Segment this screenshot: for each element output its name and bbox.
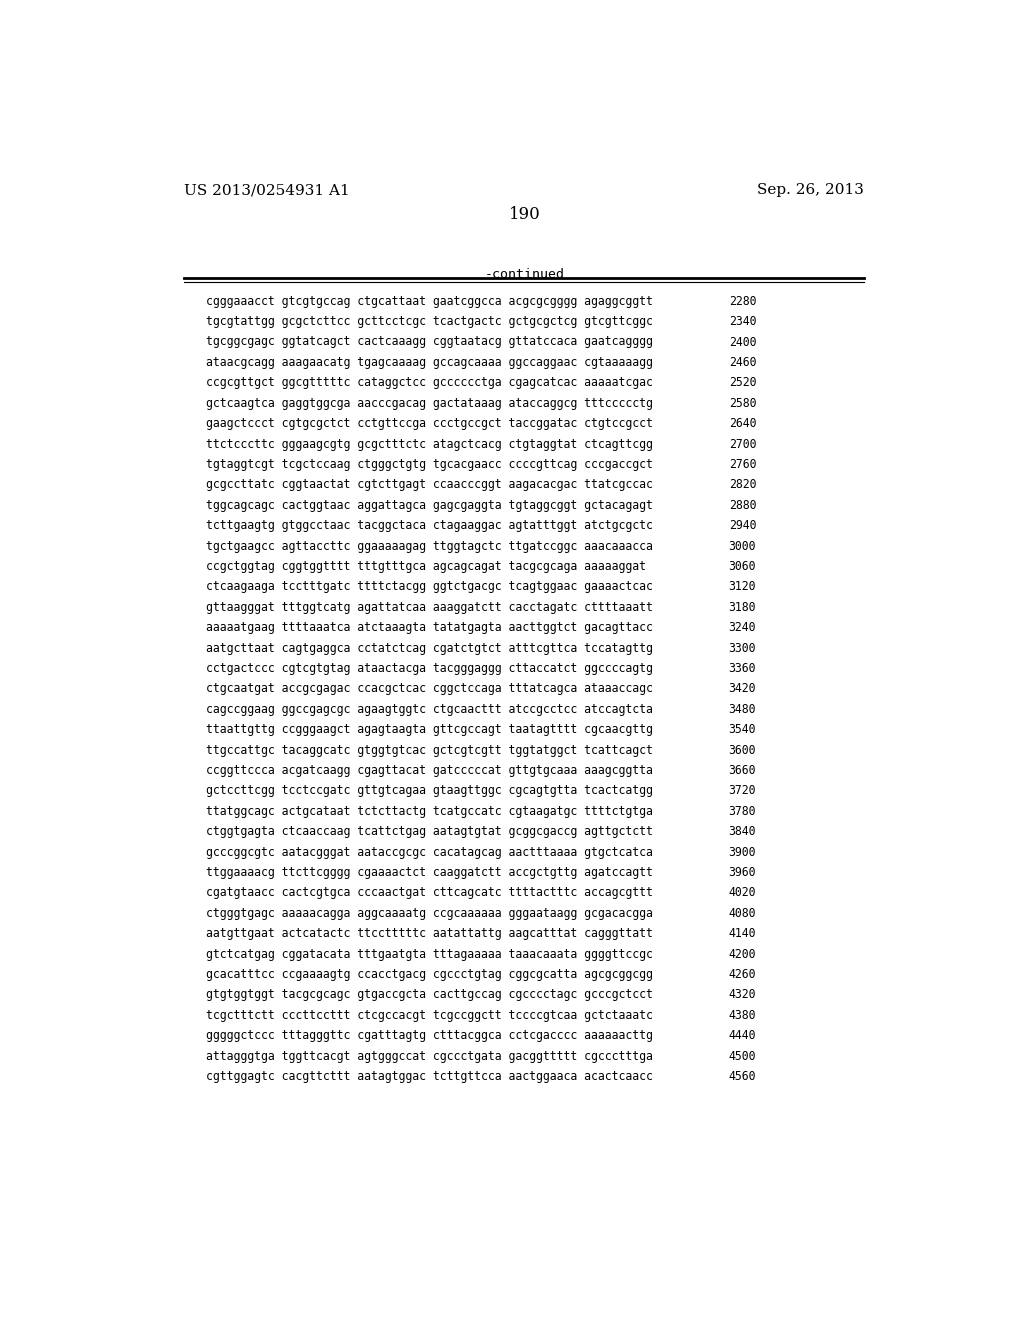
Text: 2280: 2280 [729,294,756,308]
Text: 3300: 3300 [729,642,756,655]
Text: 3180: 3180 [729,601,756,614]
Text: attagggtga tggttcacgt agtgggccat cgccctgata gacggttttt cgccctttga: attagggtga tggttcacgt agtgggccat cgccctg… [206,1049,652,1063]
Text: 4380: 4380 [729,1008,756,1022]
Text: -continued: -continued [484,268,565,281]
Text: 2940: 2940 [729,519,756,532]
Text: ctgggtgagc aaaaacagga aggcaaaatg ccgcaaaaaa gggaataagg gcgacacgga: ctgggtgagc aaaaacagga aggcaaaatg ccgcaaa… [206,907,652,920]
Text: gttaagggat tttggtcatg agattatcaa aaaggatctt cacctagatc cttttaaatt: gttaagggat tttggtcatg agattatcaa aaaggat… [206,601,652,614]
Text: ctcaagaaga tcctttgatc ttttctacgg ggtctgacgc tcagtggaac gaaaactcac: ctcaagaaga tcctttgatc ttttctacgg ggtctga… [206,581,652,594]
Text: ttctcccttc gggaagcgtg gcgctttctc atagctcacg ctgtaggtat ctcagttcgg: ttctcccttc gggaagcgtg gcgctttctc atagctc… [206,437,652,450]
Text: 3480: 3480 [729,702,756,715]
Text: ttaattgttg ccgggaagct agagtaagta gttcgccagt taatagtttt cgcaacgttg: ttaattgttg ccgggaagct agagtaagta gttcgcc… [206,723,652,737]
Text: 2460: 2460 [729,356,756,368]
Text: 2580: 2580 [729,397,756,409]
Text: 4560: 4560 [729,1071,756,1084]
Text: cgttggagtc cacgttcttt aatagtggac tcttgttcca aactggaaca acactcaacc: cgttggagtc cacgttcttt aatagtggac tcttgtt… [206,1071,652,1084]
Text: 3000: 3000 [729,540,756,553]
Text: 3420: 3420 [729,682,756,696]
Text: ccggttccca acgatcaagg cgagttacat gatcccccat gttgtgcaaa aaagcggtta: ccggttccca acgatcaagg cgagttacat gatcccc… [206,764,652,777]
Text: ccgctggtag cggtggtttt tttgtttgca agcagcagat tacgcgcaga aaaaaggat: ccgctggtag cggtggtttt tttgtttgca agcagca… [206,560,645,573]
Text: 3660: 3660 [729,764,756,777]
Text: cctgactccc cgtcgtgtag ataactacga tacgggaggg cttaccatct ggccccagtg: cctgactccc cgtcgtgtag ataactacga tacggga… [206,663,652,675]
Text: 4320: 4320 [729,989,756,1002]
Text: tcttgaagtg gtggcctaac tacggctaca ctagaaggac agtatttggt atctgcgctc: tcttgaagtg gtggcctaac tacggctaca ctagaag… [206,519,652,532]
Text: 2880: 2880 [729,499,756,512]
Text: 2820: 2820 [729,478,756,491]
Text: 3540: 3540 [729,723,756,737]
Text: 2400: 2400 [729,335,756,348]
Text: ataacgcagg aaagaacatg tgagcaaaag gccagcaaaa ggccaggaac cgtaaaaagg: ataacgcagg aaagaacatg tgagcaaaag gccagca… [206,356,652,368]
Text: 3600: 3600 [729,743,756,756]
Text: 2760: 2760 [729,458,756,471]
Text: 3120: 3120 [729,581,756,594]
Text: ctgcaatgat accgcgagac ccacgctcac cggctccaga tttatcagca ataaaccagc: ctgcaatgat accgcgagac ccacgctcac cggctcc… [206,682,652,696]
Text: 2340: 2340 [729,315,756,329]
Text: ccgcgttgct ggcgtttttc cataggctcc gcccccctga cgagcatcac aaaaatcgac: ccgcgttgct ggcgtttttc cataggctcc gcccccc… [206,376,652,389]
Text: 4500: 4500 [729,1049,756,1063]
Text: 3360: 3360 [729,663,756,675]
Text: gctcaagtca gaggtggcga aacccgacag gactataaag ataccaggcg tttccccctg: gctcaagtca gaggtggcga aacccgacag gactata… [206,397,652,409]
Text: gggggctccc tttagggttc cgatttagtg ctttacggca cctcgacccc aaaaaacttg: gggggctccc tttagggttc cgatttagtg ctttacg… [206,1030,652,1043]
Text: 3900: 3900 [729,846,756,858]
Text: gtctcatgag cggatacata tttgaatgta tttagaaaaa taaacaaata ggggttccgc: gtctcatgag cggatacata tttgaatgta tttagaa… [206,948,652,961]
Text: 2700: 2700 [729,437,756,450]
Text: ttggaaaacg ttcttcgggg cgaaaactct caaggatctt accgctgttg agatccagtt: ttggaaaacg ttcttcgggg cgaaaactct caaggat… [206,866,652,879]
Text: tgctgaagcc agttaccttc ggaaaaagag ttggtagctc ttgatccggc aaacaaacca: tgctgaagcc agttaccttc ggaaaaagag ttggtag… [206,540,652,553]
Text: gaagctccct cgtgcgctct cctgttccga ccctgccgct taccggatac ctgtccgcct: gaagctccct cgtgcgctct cctgttccga ccctgcc… [206,417,652,430]
Text: 190: 190 [509,206,541,223]
Text: gcgccttatc cggtaactat cgtcttgagt ccaacccggt aagacacgac ttatcgccac: gcgccttatc cggtaactat cgtcttgagt ccaaccc… [206,478,652,491]
Text: 3960: 3960 [729,866,756,879]
Text: 3840: 3840 [729,825,756,838]
Text: tgcgtattgg gcgctcttcc gcttcctcgc tcactgactc gctgcgctcg gtcgttcggc: tgcgtattgg gcgctcttcc gcttcctcgc tcactga… [206,315,652,329]
Text: 4080: 4080 [729,907,756,920]
Text: gcccggcgtc aatacgggat aataccgcgc cacatagcag aactttaaaa gtgctcatca: gcccggcgtc aatacgggat aataccgcgc cacatag… [206,846,652,858]
Text: 4200: 4200 [729,948,756,961]
Text: gcacatttcc ccgaaaagtg ccacctgacg cgccctgtag cggcgcatta agcgcggcgg: gcacatttcc ccgaaaagtg ccacctgacg cgccctg… [206,968,652,981]
Text: gctccttcgg tcctccgatc gttgtcagaa gtaagttggc cgcagtgtta tcactcatgg: gctccttcgg tcctccgatc gttgtcagaa gtaagtt… [206,784,652,797]
Text: aatgcttaat cagtgaggca cctatctcag cgatctgtct atttcgttca tccatagttg: aatgcttaat cagtgaggca cctatctcag cgatctg… [206,642,652,655]
Text: cgggaaacct gtcgtgccag ctgcattaat gaatcggcca acgcgcgggg agaggcggtt: cgggaaacct gtcgtgccag ctgcattaat gaatcgg… [206,294,652,308]
Text: 3720: 3720 [729,784,756,797]
Text: 4260: 4260 [729,968,756,981]
Text: ttatggcagc actgcataat tctcttactg tcatgccatc cgtaagatgc ttttctgtga: ttatggcagc actgcataat tctcttactg tcatgcc… [206,805,652,818]
Text: 2520: 2520 [729,376,756,389]
Text: 4440: 4440 [729,1030,756,1043]
Text: US 2013/0254931 A1: US 2013/0254931 A1 [183,183,349,197]
Text: 4020: 4020 [729,887,756,899]
Text: tggcagcagc cactggtaac aggattagca gagcgaggta tgtaggcggt gctacagagt: tggcagcagc cactggtaac aggattagca gagcgag… [206,499,652,512]
Text: Sep. 26, 2013: Sep. 26, 2013 [758,183,864,197]
Text: aatgttgaat actcatactc ttcctttttc aatattattg aagcatttat cagggttatt: aatgttgaat actcatactc ttcctttttc aatatta… [206,927,652,940]
Text: 3780: 3780 [729,805,756,818]
Text: 3060: 3060 [729,560,756,573]
Text: gtgtggtggt tacgcgcagc gtgaccgcta cacttgccag cgcccctagc gcccgctcct: gtgtggtggt tacgcgcagc gtgaccgcta cacttgc… [206,989,652,1002]
Text: tcgctttctt cccttccttt ctcgccacgt tcgccggctt tccccgtcaa gctctaaatc: tcgctttctt cccttccttt ctcgccacgt tcgccgg… [206,1008,652,1022]
Text: tgtaggtcgt tcgctccaag ctgggctgtg tgcacgaacc ccccgttcag cccgaccgct: tgtaggtcgt tcgctccaag ctgggctgtg tgcacga… [206,458,652,471]
Text: cgatgtaacc cactcgtgca cccaactgat cttcagcatc ttttactttc accagcgttt: cgatgtaacc cactcgtgca cccaactgat cttcagc… [206,887,652,899]
Text: tgcggcgagc ggtatcagct cactcaaagg cggtaatacg gttatccaca gaatcagggg: tgcggcgagc ggtatcagct cactcaaagg cggtaat… [206,335,652,348]
Text: 3240: 3240 [729,622,756,634]
Text: aaaaatgaag ttttaaatca atctaaagta tatatgagta aacttggtct gacagttacc: aaaaatgaag ttttaaatca atctaaagta tatatga… [206,622,652,634]
Text: ttgccattgc tacaggcatc gtggtgtcac gctcgtcgtt tggtatggct tcattcagct: ttgccattgc tacaggcatc gtggtgtcac gctcgtc… [206,743,652,756]
Text: cagccggaag ggccgagcgc agaagtggtc ctgcaacttt atccgcctcc atccagtcta: cagccggaag ggccgagcgc agaagtggtc ctgcaac… [206,702,652,715]
Text: 4140: 4140 [729,927,756,940]
Text: ctggtgagta ctcaaccaag tcattctgag aatagtgtat gcggcgaccg agttgctctt: ctggtgagta ctcaaccaag tcattctgag aatagtg… [206,825,652,838]
Text: 2640: 2640 [729,417,756,430]
